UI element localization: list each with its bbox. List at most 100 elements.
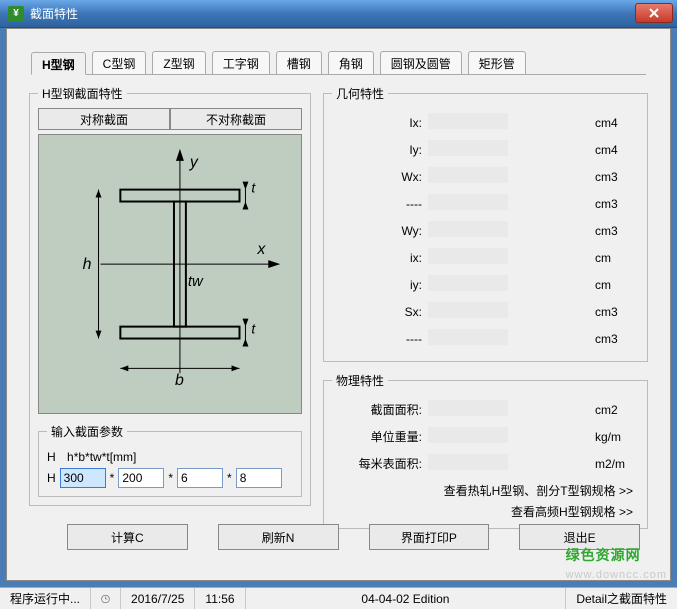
section-diagram: y x h b [38,134,302,414]
tab-z-steel[interactable]: Z型钢 [152,51,205,74]
input-b[interactable] [118,468,164,488]
tab-h-steel[interactable]: H型钢 [31,52,86,75]
property-label: Wx: [334,164,424,189]
geometric-legend: 几何特性 [332,85,388,102]
property-label: Sx: [334,299,424,324]
property-row: Sx: cm3 [334,299,637,324]
property-label: Ix: [334,110,424,135]
property-unit: cm [587,245,637,270]
symmetric-tab[interactable]: 对称截面 [38,108,170,130]
link-highfreq[interactable]: 查看高频H型钢规格 >> [511,505,633,519]
axis-x-label: x [256,241,266,258]
property-label: 每米表面积: [334,451,424,476]
print-button[interactable]: 界面打印P [369,524,490,550]
tab-i-steel[interactable]: 工字钢 [212,51,270,74]
close-button[interactable] [635,3,673,23]
property-row: 截面面积: cm2 [334,397,637,422]
status-running: 程序运行中... [0,588,91,609]
property-value [426,326,585,351]
property-label: 单位重量: [334,424,424,449]
property-row: 单位重量:kg/m [334,424,637,449]
axis-y-label: y [189,154,199,171]
property-value [426,424,585,449]
input-t[interactable] [236,468,282,488]
property-row: iy: cm [334,272,637,297]
property-row: ix: cm [334,245,637,270]
property-unit: m2/m [587,451,637,476]
property-label: Wy: [334,218,424,243]
property-value [426,164,585,189]
input-tw[interactable] [177,468,223,488]
param-prefix: H [47,471,56,485]
titlebar: ¥ 截面特性 [0,0,677,28]
property-label: ---- [334,191,424,216]
status-time: 11:56 [195,588,245,609]
property-row: Iy: cm4 [334,137,637,162]
property-unit: cm3 [587,191,637,216]
dim-tw-label: tw [188,274,204,290]
property-unit: cm2 [587,397,637,422]
physical-legend: 物理特性 [332,372,388,389]
property-row: 每米表面积: m2/m [334,451,637,476]
property-unit: cm3 [587,299,637,324]
status-edition: 04-04-02 Edition [246,588,567,609]
geometric-table: Ix:cm4Iy: cm4 Wx: cm3 ---- cm3 Wy: cm3 ix: cm iy: c… [332,108,639,353]
property-value [426,191,585,216]
physical-table: 截面面积: cm2单位重量:kg/m每米表面积: m2/m [332,395,639,478]
property-label: 截面面积: [334,397,424,422]
property-label: ix: [334,245,424,270]
status-detail: Detail之截面特性 [566,588,677,609]
physical-groupbox: 物理特性 截面面积: cm2单位重量:kg/m每米表面积: m2/m 查看热轧H型钢… [323,372,648,529]
input-params-legend: 输入截面参数 [47,423,127,440]
property-row: ---- cm3 [334,191,637,216]
link-hotrolled[interactable]: 查看热轧H型钢、剖分T型钢规格 >> [444,484,633,498]
tab-round[interactable]: 圆钢及圆管 [380,51,462,74]
calc-button[interactable]: 计算C [67,524,188,550]
section-legend: H型钢截面特性 [38,85,127,102]
input-params-groupbox: 输入截面参数 H h*b*tw*t[mm] H * * * [38,423,302,497]
format-prefix: H [47,450,56,464]
property-unit: cm4 [587,137,637,162]
property-label: Iy: [334,137,424,162]
dim-b-label: b [175,372,184,389]
property-value [426,218,585,243]
client-area: H型钢 C型钢 Z型钢 工字钢 槽钢 角钢 圆钢及圆管 矩形管 H型钢截面特性 … [6,28,671,581]
property-value [426,299,585,324]
status-bar: 程序运行中... 2016/7/25 11:56 04-04-02 Editio… [0,587,677,609]
format-string: h*b*tw*t[mm] [67,450,136,464]
property-value [426,245,585,270]
property-value [426,110,585,135]
exit-button[interactable]: 退出E [519,524,640,550]
property-unit: cm [587,272,637,297]
property-unit: cm3 [587,326,637,351]
section-type-tabs: H型钢 C型钢 Z型钢 工字钢 槽钢 角钢 圆钢及圆管 矩形管 [31,51,646,75]
property-label: iy: [334,272,424,297]
property-row: Wx: cm3 [334,164,637,189]
refresh-button[interactable]: 刷新N [218,524,339,550]
property-row: Wy: cm3 [334,218,637,243]
app-icon: ¥ [8,6,24,22]
tab-c-steel[interactable]: C型钢 [92,51,147,74]
asymmetric-tab[interactable]: 不对称截面 [170,108,302,130]
tab-channel[interactable]: 槽钢 [276,51,322,74]
property-value [426,137,585,162]
dim-h-label: h [83,256,92,273]
property-row: Ix:cm4 [334,110,637,135]
status-date: 2016/7/25 [121,588,195,609]
property-value [426,451,585,476]
property-unit: cm3 [587,164,637,189]
close-icon [649,8,659,18]
property-value [426,397,585,422]
property-label: ---- [334,326,424,351]
tab-rect-tube[interactable]: 矩形管 [468,51,526,74]
window-title: 截面特性 [30,5,78,22]
status-clock-icon [91,588,121,609]
input-h[interactable] [60,468,106,488]
section-groupbox: H型钢截面特性 对称截面 不对称截面 y x [29,85,311,506]
bottom-button-bar: 计算C 刷新N 界面打印P 退出E [67,524,640,550]
property-row: ---- cm3 [334,326,637,351]
tab-angle[interactable]: 角钢 [328,51,374,74]
geometric-groupbox: 几何特性 Ix:cm4Iy: cm4 Wx: cm3 ---- cm3 Wy: cm3 ix: c… [323,85,648,362]
property-unit: cm3 [587,218,637,243]
property-value [426,272,585,297]
